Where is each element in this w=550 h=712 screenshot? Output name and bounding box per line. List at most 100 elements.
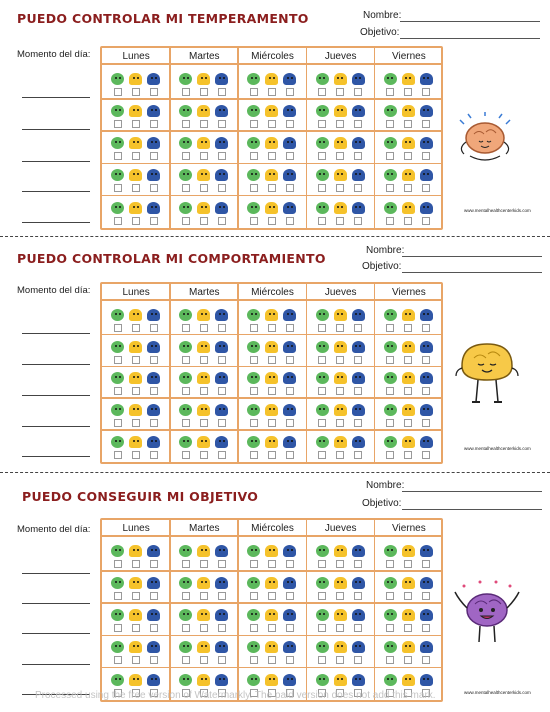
mood-checkbox[interactable] [249,450,258,459]
mood-checkbox[interactable] [404,87,413,96]
mood-checkbox[interactable] [267,323,276,332]
mood-checkbox[interactable] [181,450,190,459]
mood-checkbox[interactable] [217,355,226,364]
mood-checkbox[interactable] [336,450,345,459]
mood-checkbox[interactable] [404,119,413,128]
mood-checkbox[interactable] [404,624,413,633]
mood-checkbox[interactable] [404,688,413,697]
mood-checkbox[interactable] [422,419,431,428]
mood-checkbox[interactable] [149,656,158,665]
mood-checkbox[interactable] [113,355,122,364]
mood-checkbox[interactable] [217,450,226,459]
mood-checkbox[interactable] [386,624,395,633]
mood-checkbox[interactable] [267,152,276,161]
mood-checkbox[interactable] [267,216,276,225]
mood-checkbox[interactable] [318,591,327,600]
mood-checkbox[interactable] [181,355,190,364]
objetivo-field[interactable] [402,272,542,273]
mood-checkbox[interactable] [149,688,158,697]
mood-checkbox[interactable] [336,387,345,396]
mood-checkbox[interactable] [113,323,122,332]
mood-checkbox[interactable] [422,624,431,633]
mood-checkbox[interactable] [285,624,294,633]
mood-checkbox[interactable] [354,624,363,633]
mood-checkbox[interactable] [267,355,276,364]
mood-checkbox[interactable] [149,152,158,161]
mood-checkbox[interactable] [199,119,208,128]
mood-checkbox[interactable] [113,450,122,459]
mood-checkbox[interactable] [267,87,276,96]
mood-checkbox[interactable] [181,216,190,225]
mood-checkbox[interactable] [217,87,226,96]
mood-checkbox[interactable] [217,591,226,600]
mood-checkbox[interactable] [267,119,276,128]
mood-checkbox[interactable] [199,624,208,633]
mood-checkbox[interactable] [404,419,413,428]
mood-checkbox[interactable] [181,119,190,128]
mood-checkbox[interactable] [113,119,122,128]
mood-checkbox[interactable] [422,184,431,193]
mood-checkbox[interactable] [318,419,327,428]
mood-checkbox[interactable] [149,387,158,396]
mood-checkbox[interactable] [249,419,258,428]
mood-checkbox[interactable] [354,119,363,128]
mood-checkbox[interactable] [318,656,327,665]
objetivo-field[interactable] [400,38,540,39]
mood-checkbox[interactable] [318,688,327,697]
mood-checkbox[interactable] [354,323,363,332]
mood-checkbox[interactable] [217,559,226,568]
mood-checkbox[interactable] [318,387,327,396]
mood-checkbox[interactable] [199,184,208,193]
mood-checkbox[interactable] [199,216,208,225]
mood-checkbox[interactable] [336,591,345,600]
mood-checkbox[interactable] [199,87,208,96]
mood-checkbox[interactable] [149,559,158,568]
objetivo-field[interactable] [402,509,542,510]
mood-checkbox[interactable] [199,152,208,161]
mood-checkbox[interactable] [149,87,158,96]
mood-checkbox[interactable] [285,152,294,161]
mood-checkbox[interactable] [267,387,276,396]
mood-checkbox[interactable] [285,87,294,96]
mood-checkbox[interactable] [318,450,327,459]
mood-checkbox[interactable] [131,152,140,161]
mood-checkbox[interactable] [181,624,190,633]
mood-checkbox[interactable] [318,119,327,128]
mood-checkbox[interactable] [422,450,431,459]
mood-checkbox[interactable] [131,591,140,600]
moment-line[interactable] [22,664,90,665]
mood-checkbox[interactable] [249,688,258,697]
mood-checkbox[interactable] [336,559,345,568]
mood-checkbox[interactable] [285,591,294,600]
mood-checkbox[interactable] [131,216,140,225]
moment-line[interactable] [22,97,90,98]
mood-checkbox[interactable] [336,152,345,161]
nombre-field[interactable] [402,256,542,257]
moment-line[interactable] [22,191,90,192]
mood-checkbox[interactable] [199,323,208,332]
mood-checkbox[interactable] [318,355,327,364]
mood-checkbox[interactable] [404,591,413,600]
mood-checkbox[interactable] [199,688,208,697]
moment-line[interactable] [22,456,90,457]
mood-checkbox[interactable] [285,387,294,396]
mood-checkbox[interactable] [404,152,413,161]
mood-checkbox[interactable] [354,450,363,459]
mood-checkbox[interactable] [217,688,226,697]
mood-checkbox[interactable] [131,387,140,396]
mood-checkbox[interactable] [318,624,327,633]
mood-checkbox[interactable] [422,559,431,568]
mood-checkbox[interactable] [354,184,363,193]
mood-checkbox[interactable] [422,323,431,332]
mood-checkbox[interactable] [386,419,395,428]
mood-checkbox[interactable] [404,355,413,364]
mood-checkbox[interactable] [249,355,258,364]
mood-checkbox[interactable] [386,184,395,193]
mood-checkbox[interactable] [199,419,208,428]
mood-checkbox[interactable] [131,419,140,428]
mood-checkbox[interactable] [267,656,276,665]
mood-checkbox[interactable] [217,323,226,332]
mood-checkbox[interactable] [199,450,208,459]
mood-checkbox[interactable] [336,184,345,193]
moment-line[interactable] [22,426,90,427]
